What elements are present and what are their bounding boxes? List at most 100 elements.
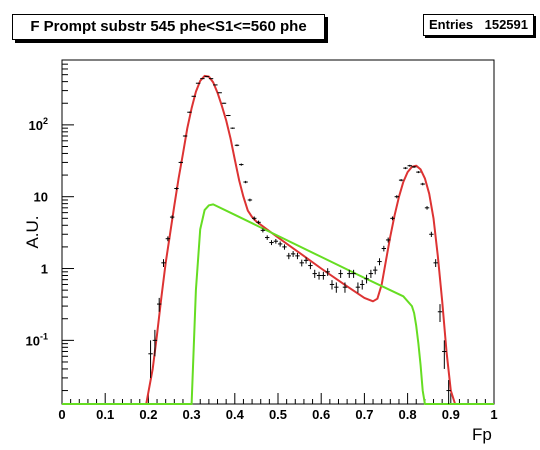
y-tick-label: 102 [29,116,48,133]
data-point [182,135,188,137]
stats-value: 152591 [484,17,528,32]
data-point [329,280,335,290]
data-point [234,144,240,147]
data-point [226,114,231,117]
data-point [148,340,153,378]
fit-curve-1 [145,74,457,405]
data-point [299,259,304,267]
data-point [364,274,369,284]
data-point [316,271,322,280]
x-tick-label: 0.9 [442,407,460,422]
plot-frame [61,59,495,405]
chart-title: F Prompt substr 545 phe<S1<=560 phe [12,14,325,40]
data-point [334,282,339,293]
data-point [381,245,387,252]
x-tick-label: 0.6 [312,407,330,422]
x-axis-title: Fp [472,425,492,444]
data-point [157,297,162,312]
data-point [303,257,309,264]
data-point [442,340,447,369]
data-point [239,163,244,166]
data-point [230,127,235,129]
x-tick-label: 0 [58,407,65,422]
data-point [221,102,227,104]
data-point [290,251,296,257]
data-point [252,216,257,221]
data-point [342,282,348,293]
y-tick-label: 10-1 [26,331,48,348]
data-point [260,228,266,233]
data-point [273,238,279,244]
data-point [347,269,352,278]
data-point [420,182,425,186]
data-point [411,165,417,168]
x-tick-label: 0.1 [96,407,114,422]
data-point [403,167,408,170]
data-point [161,259,166,268]
data-point [282,244,287,250]
data-point [265,235,270,240]
data-point [355,282,361,293]
stats-box: Entries 152591 [423,14,534,36]
data-point [351,269,356,278]
x-tick-label: 0.7 [355,407,373,422]
data-point [390,216,395,221]
x-tick-label: 0.4 [226,407,245,422]
data-point [308,262,313,270]
data-point [286,252,291,260]
data-point [394,195,399,199]
data-point [191,95,196,97]
y-tick-label: 10 [34,190,48,205]
data-point [165,236,171,242]
data-point [325,268,330,276]
data-point [321,271,326,280]
x-tick-labels: 0 0.1 0.2 0.3 0.4 0.5 0.6 0.7 0.8 0.9 1 [58,407,497,422]
x-tick-label: 0.3 [183,407,201,422]
stats-label: Entries [429,17,474,32]
x-tick-label: 0.2 [139,407,157,422]
data-point [208,78,214,80]
y-tick-label: 1 [41,262,48,277]
data-point [446,380,451,404]
data-point [256,220,261,225]
data-point [338,269,343,278]
data-point [312,269,317,278]
data-point [407,164,412,167]
data-point [377,258,382,266]
data-point [437,304,443,323]
data-point [178,161,183,164]
data-point [152,329,158,357]
data-point [217,92,222,94]
y-axis-ticks [62,59,74,392]
data-point [398,179,404,182]
data-point [373,266,378,275]
x-tick-label: 0.5 [269,407,287,422]
data-point [187,111,192,113]
x-tick-label: 0.8 [399,407,417,422]
x-axis-ticks [61,393,495,404]
data-point [360,280,365,290]
fit-curves [62,74,494,405]
data-point [433,259,438,268]
fit-curve-2 [62,203,494,405]
data-point [195,82,201,84]
data-point [174,187,179,190]
x-tick-label: 1 [490,407,497,422]
y-axis-title: A.U. [23,215,42,248]
y-tick-labels: 10-1 1 10 102 [26,116,48,348]
data-point [200,78,205,80]
data-point [213,84,218,86]
data-point [247,198,253,202]
data-point [385,237,391,243]
data-point [204,76,209,78]
data-points [148,76,451,404]
data-point [416,171,421,174]
data-point [277,241,283,247]
data-point [243,180,248,184]
data-point [429,231,434,237]
data-point [169,215,175,219]
data-point [269,240,274,246]
data-point [295,252,300,260]
data-point [424,206,430,210]
